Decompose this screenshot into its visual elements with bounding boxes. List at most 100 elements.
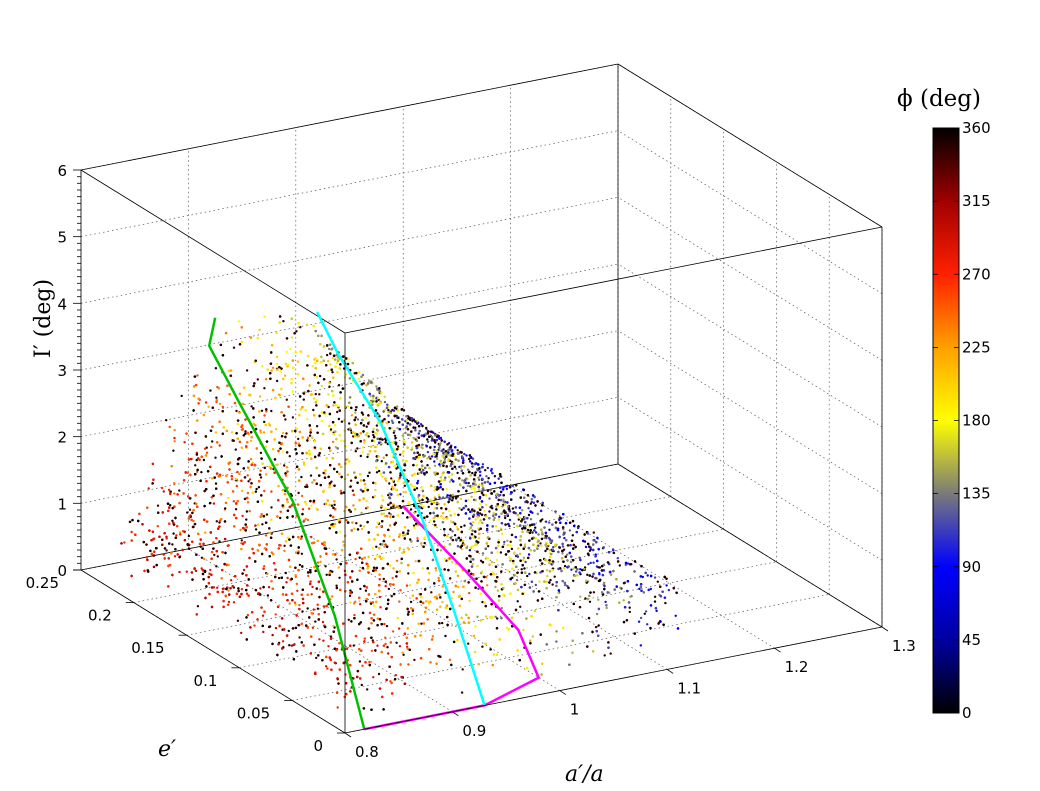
scatter-point [390, 595, 393, 598]
scatter-point [261, 614, 265, 617]
scatter-point [628, 606, 631, 609]
scatter-point [355, 522, 358, 525]
scatter-point [363, 637, 366, 640]
scatter-point [375, 432, 378, 435]
scatter-point [421, 567, 424, 570]
scatter-point [506, 539, 509, 542]
scatter-point [433, 439, 436, 442]
scatter-point [350, 414, 354, 417]
scatter-point [347, 358, 350, 361]
scatter-point [314, 392, 317, 396]
scatter-point [440, 479, 443, 482]
scatter-point [392, 505, 395, 508]
scatter-point [506, 569, 510, 572]
scatter-point [497, 544, 500, 547]
scatter-point [618, 564, 621, 567]
scatter-point [214, 482, 218, 485]
scatter-point [408, 584, 412, 587]
scatter-point [497, 477, 500, 480]
scatter-point [496, 589, 500, 592]
scatter-point [210, 445, 213, 449]
scatter-point [374, 488, 377, 492]
scatter-point [452, 590, 455, 594]
scatter-point [200, 471, 203, 474]
scatter-point [236, 619, 240, 622]
scatter-point [479, 559, 483, 562]
scatter-point [433, 460, 436, 463]
scatter-point [433, 520, 436, 523]
scatter-point [173, 440, 176, 443]
scatter-point [342, 540, 345, 543]
scatter-point [431, 635, 434, 638]
scatter-point [301, 610, 304, 613]
scatter-point [571, 534, 574, 537]
scatter-point [512, 522, 516, 525]
scatter-point [406, 647, 409, 650]
scatter-point [264, 445, 268, 448]
scatter-point [496, 617, 499, 620]
scatter-point [220, 577, 223, 580]
scatter-point [448, 480, 452, 483]
scatter-point [476, 615, 479, 618]
scatter-point [433, 496, 436, 499]
scatter-point [649, 587, 652, 591]
scatter-point [240, 588, 244, 591]
scatter-point [230, 478, 234, 481]
scatter-point [392, 567, 395, 570]
scatter-point [584, 545, 588, 549]
scatter-point [563, 536, 566, 540]
scatter-point [390, 506, 393, 509]
scatter-point [187, 534, 191, 538]
scatter-point [448, 509, 451, 513]
scatter-point [364, 416, 367, 420]
scatter-point [207, 405, 210, 408]
scatter-point [265, 513, 269, 516]
scatter-point [498, 515, 501, 518]
scatter-point [180, 394, 183, 398]
scatter-point [274, 428, 278, 431]
scatter-point [597, 624, 600, 627]
scatter-point [594, 553, 597, 556]
scatter-point [313, 358, 316, 361]
scatter-point [483, 509, 486, 513]
scatter-point [297, 437, 300, 441]
scatter-point [210, 477, 214, 480]
scatter-point [264, 534, 268, 537]
scatter-point [316, 607, 320, 610]
scatter-point [297, 624, 300, 627]
scatter-point [491, 570, 494, 574]
scatter-point [194, 464, 197, 467]
scatter-point [495, 496, 498, 499]
scatter-point [545, 569, 549, 572]
scatter-point [377, 402, 381, 406]
scatter-point [411, 474, 414, 477]
scatter-point [211, 440, 214, 443]
scatter-point [167, 488, 171, 491]
scatter-point [247, 480, 250, 483]
scatter-point [373, 613, 376, 616]
scatter-point [391, 576, 394, 580]
scatter-point [624, 563, 627, 567]
scatter-point [284, 418, 287, 421]
scatter-point [346, 405, 349, 408]
scatter-point [169, 504, 172, 507]
scatter-point [539, 542, 542, 545]
scatter-point [301, 508, 305, 511]
scatter-point [336, 410, 339, 414]
scatter-point [274, 626, 278, 630]
scatter-point [283, 549, 286, 553]
scatter-point [192, 519, 195, 523]
scatter-point [353, 613, 356, 617]
scatter-point [503, 514, 507, 518]
scatter-point [203, 557, 206, 561]
scatter-point [461, 479, 464, 482]
scatter-point [399, 453, 402, 456]
scatter-point [383, 400, 387, 404]
grid-line-floor-a [295, 527, 560, 691]
scatter-point [372, 433, 375, 437]
scatter-point [638, 587, 641, 591]
scatter-point [421, 486, 424, 489]
scatter-point [646, 574, 649, 577]
scatter-point [285, 350, 288, 354]
